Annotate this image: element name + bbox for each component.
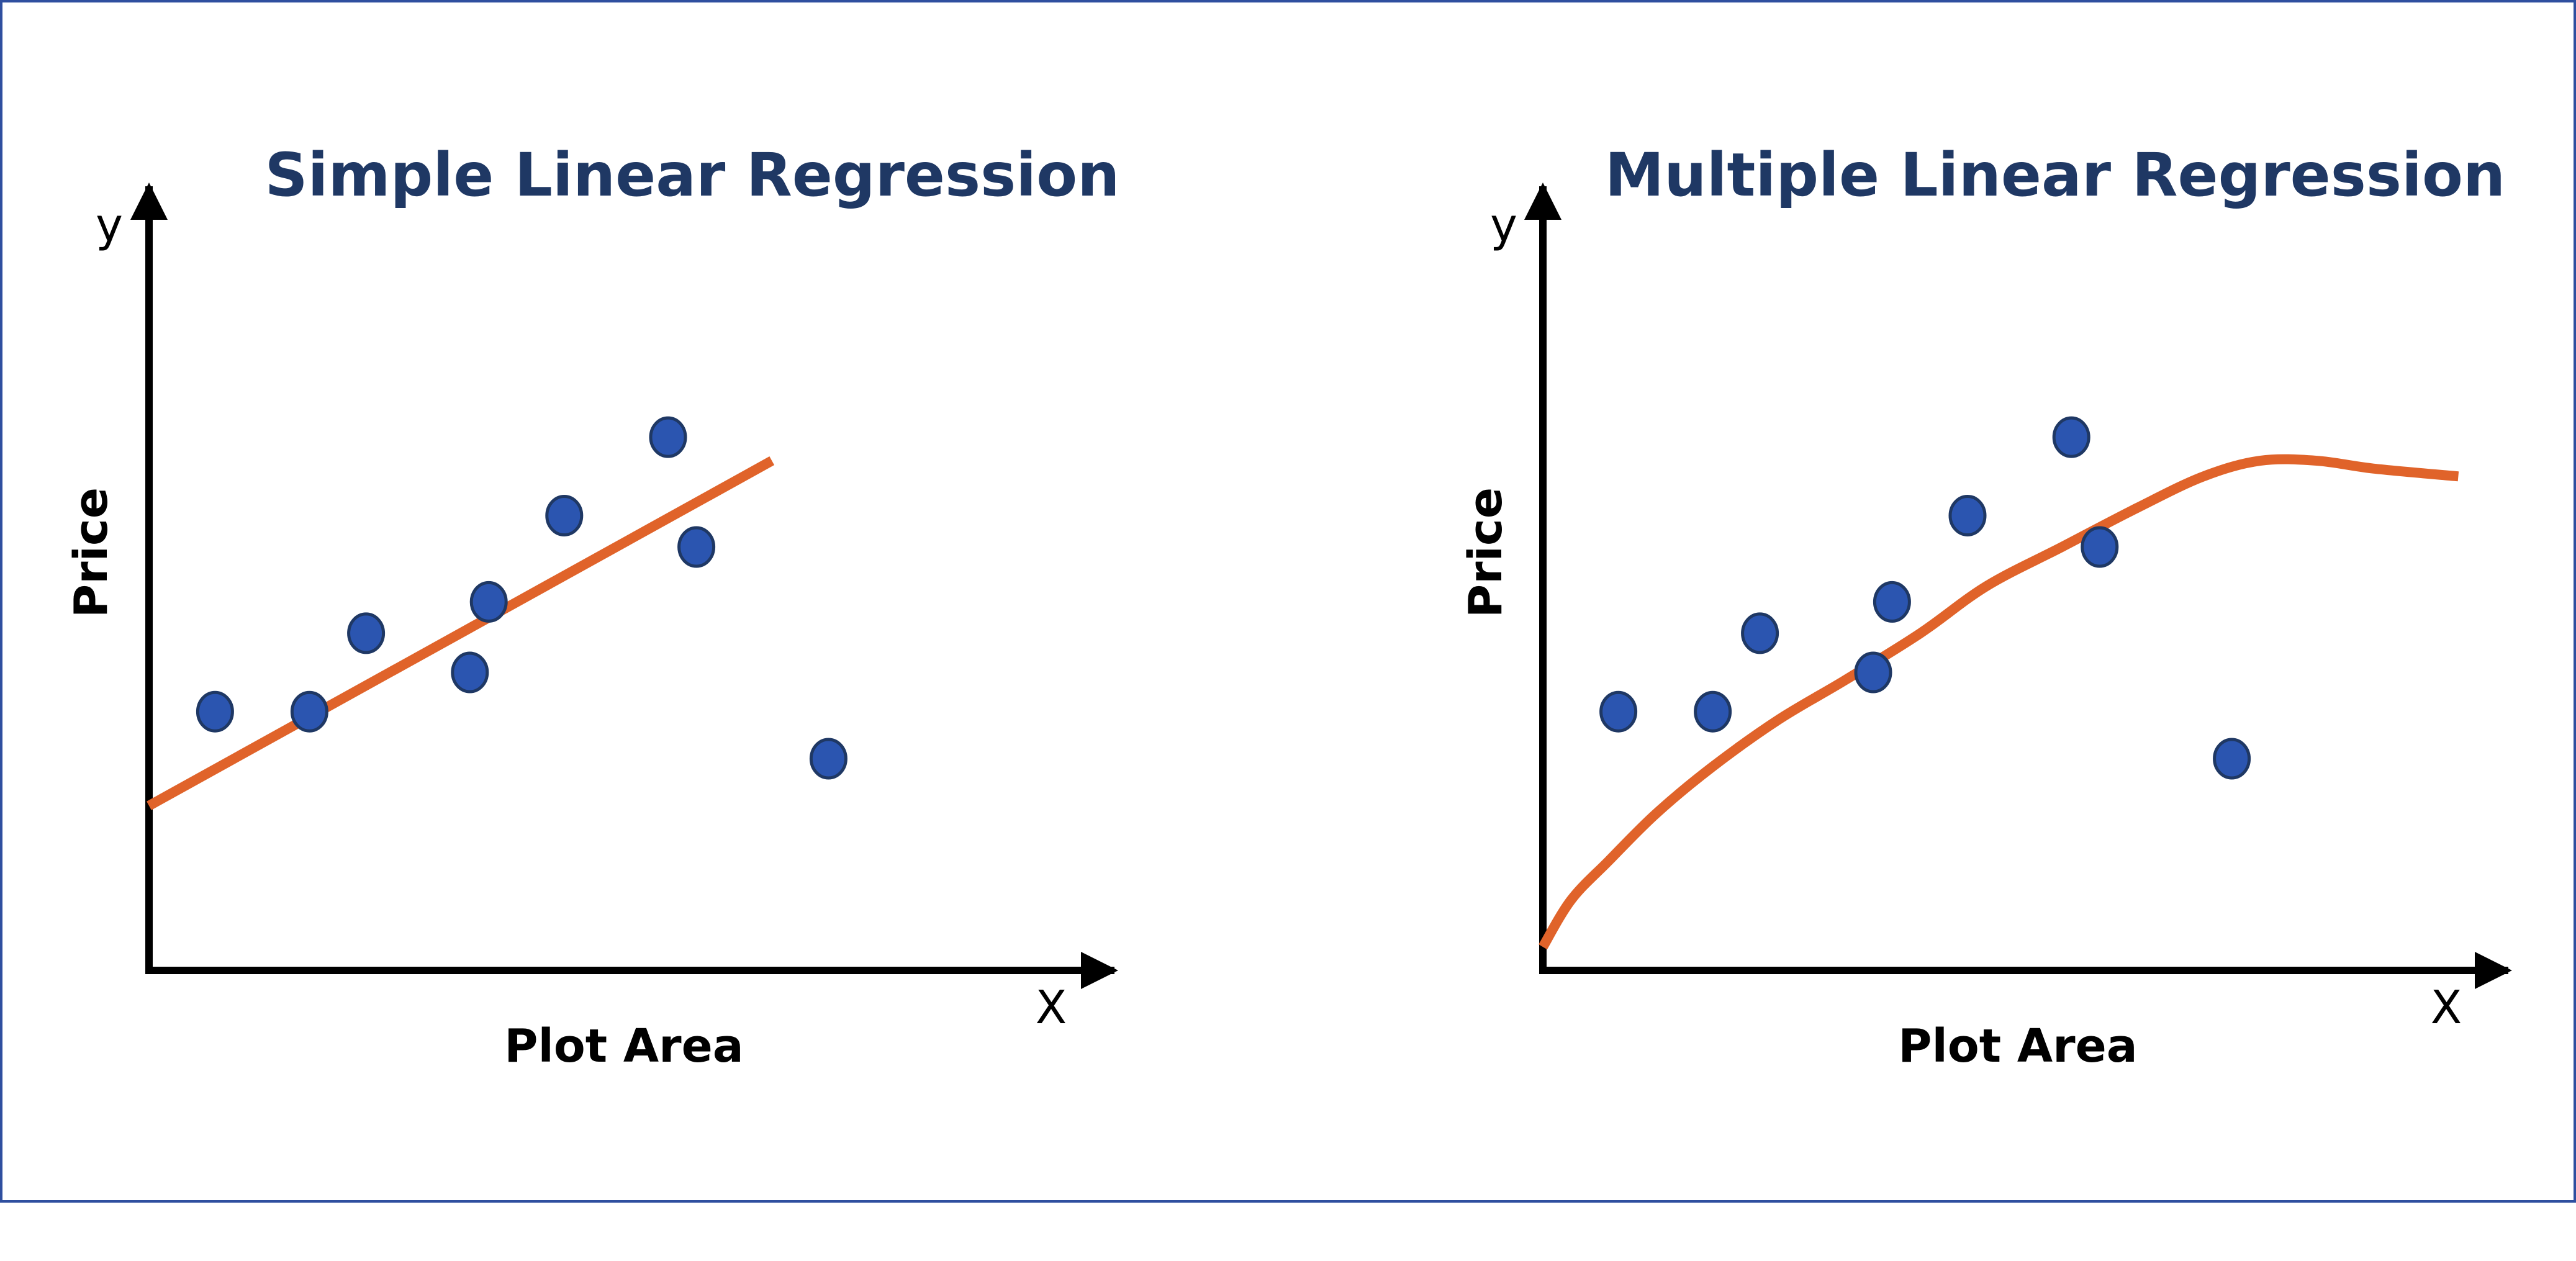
data-point-7 (649, 416, 687, 458)
plot-layer (1539, 416, 2459, 950)
data-point-1 (196, 690, 234, 733)
figure-frame (0, 0, 2576, 1203)
data-point-6 (545, 494, 584, 536)
regression-fit-line (1539, 454, 2459, 950)
data-point-9 (2213, 738, 2251, 780)
x-axis-letter: X (2431, 981, 2462, 1034)
regression-fit-line (147, 456, 775, 810)
data-point-5 (469, 581, 508, 623)
data-point-7 (2052, 416, 2090, 458)
chart-title: Multiple Linear Regression (1605, 140, 2506, 210)
x-axis-letter: X (1036, 981, 1067, 1034)
data-point-3 (1741, 612, 1779, 654)
plot-layer (147, 416, 847, 810)
data-point-4 (451, 651, 489, 694)
data-point-4 (1854, 651, 1892, 694)
chart-multiple-linear-regression: Multiple Linear Regression y X Price Plo… (1459, 140, 2512, 1073)
data-point-9 (809, 738, 847, 780)
y-axis-label: Price (65, 487, 118, 618)
data-point-3 (347, 612, 386, 654)
data-point-1 (1599, 690, 1638, 733)
x-axis-label: Plot Area (1898, 1019, 2137, 1073)
chart-title: Simple Linear Regression (265, 140, 1120, 210)
data-point-2 (290, 690, 328, 733)
y-axis-letter: y (96, 199, 123, 252)
data-point-8 (2081, 526, 2119, 568)
data-point-2 (1694, 690, 1732, 733)
data-point-5 (1873, 581, 1911, 623)
data-point-8 (677, 526, 716, 568)
chart-simple-linear-regression: Simple Linear Regression y X Price Plot … (65, 140, 1120, 1073)
data-point-6 (1948, 494, 1987, 536)
y-axis-label: Price (1459, 487, 1512, 618)
x-axis-label: Plot Area (504, 1019, 743, 1073)
y-axis-letter: y (1490, 199, 1517, 252)
